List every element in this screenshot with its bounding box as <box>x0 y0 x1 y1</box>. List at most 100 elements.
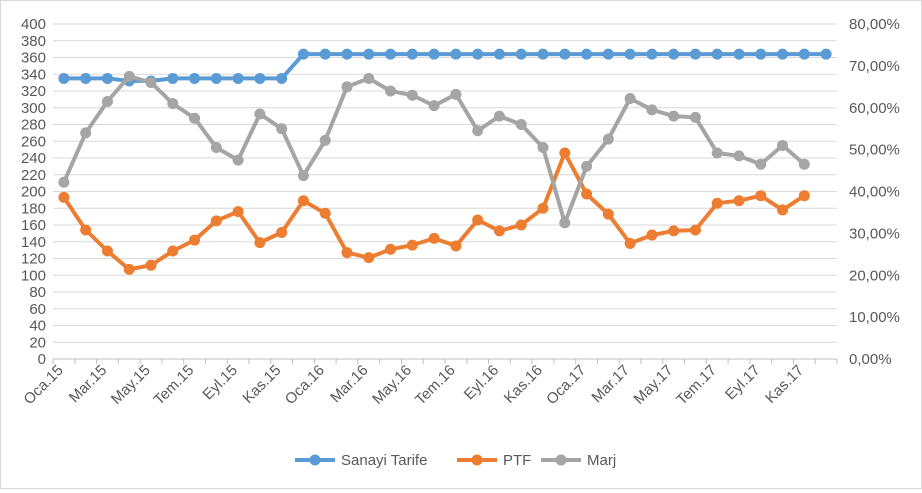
data-point <box>537 202 549 214</box>
x-tick-label: Eyl.16 <box>461 362 503 404</box>
series-ptf <box>58 147 810 275</box>
data-point <box>493 110 505 122</box>
data-point <box>276 227 288 239</box>
data-point <box>820 48 832 60</box>
data-point <box>515 219 527 231</box>
x-tick-label: Tem.17 <box>673 362 720 409</box>
data-point <box>101 72 113 84</box>
data-point <box>254 237 266 249</box>
y-left-tick-label: 0 <box>38 351 46 368</box>
data-point <box>755 190 767 202</box>
y-left-tick-label: 340 <box>21 66 46 83</box>
data-point <box>385 48 397 60</box>
data-point <box>363 48 375 60</box>
legend-label: Sanayi Tarife <box>341 452 427 469</box>
data-point <box>711 197 723 209</box>
data-point <box>319 207 331 219</box>
x-tick-label: May.16 <box>369 362 415 408</box>
x-tick-label: May.17 <box>630 362 676 408</box>
x-tick-label: Kas.15 <box>239 362 284 407</box>
x-tick-label: Tem.15 <box>151 362 198 409</box>
data-point <box>777 139 789 151</box>
gridlines <box>53 23 837 360</box>
data-point <box>406 48 418 60</box>
data-point <box>428 232 440 244</box>
data-point <box>232 72 244 84</box>
y-left-tick-label: 80 <box>29 284 46 301</box>
data-point <box>189 72 201 84</box>
data-point <box>189 234 201 246</box>
y-left-tick-label: 280 <box>21 117 46 134</box>
x-tick-label: Tem.16 <box>412 362 459 409</box>
y-left-tick-label: 360 <box>21 50 46 67</box>
x-tick-label: Eyl.17 <box>722 362 764 404</box>
data-point <box>58 176 70 188</box>
data-point <box>798 190 810 202</box>
data-point <box>798 48 810 60</box>
data-point <box>428 48 440 60</box>
x-tick-label: Kas.16 <box>501 362 546 407</box>
y-left-tick-label: 380 <box>21 33 46 50</box>
y-right-tick-label: 40,00% <box>849 184 900 201</box>
data-point <box>145 259 157 271</box>
data-point <box>232 206 244 218</box>
data-point <box>646 48 658 60</box>
data-point <box>80 224 92 236</box>
data-point <box>319 134 331 146</box>
data-point <box>798 158 810 170</box>
data-point <box>341 247 353 259</box>
data-point <box>515 119 527 130</box>
data-point <box>559 217 571 229</box>
data-point <box>101 95 113 107</box>
y-right-tick-label: 30,00% <box>849 225 900 242</box>
y-left-tick-label: 220 <box>21 167 46 184</box>
legend-marker <box>309 454 321 466</box>
x-tick-label: Kas.17 <box>762 362 807 407</box>
y-right-tick-label: 10,00% <box>849 309 900 326</box>
data-point <box>777 48 789 60</box>
data-point <box>189 112 201 124</box>
data-point <box>123 70 135 82</box>
y-left-tick-label: 200 <box>21 184 46 201</box>
y-left-tick-label: 320 <box>21 83 46 100</box>
legend-item-marj: Marj <box>541 452 616 469</box>
y-left-tick-label: 240 <box>21 150 46 167</box>
data-point <box>689 111 701 123</box>
data-point <box>689 224 701 236</box>
data-point <box>363 252 375 264</box>
data-point <box>515 48 527 60</box>
data-point <box>777 204 789 216</box>
data-point <box>537 142 549 154</box>
data-point <box>755 158 767 170</box>
data-point <box>711 147 723 159</box>
data-point <box>297 195 309 207</box>
y-left-tick-label: 20 <box>29 334 46 351</box>
data-point <box>363 72 375 84</box>
data-point <box>733 48 745 60</box>
y-left-tick-label: 60 <box>29 301 46 318</box>
data-point <box>385 85 397 97</box>
data-point <box>646 229 658 241</box>
data-point <box>167 245 179 257</box>
y-right-tick-label: 0,00% <box>849 351 892 368</box>
x-tick-label: Oca.15 <box>20 362 66 408</box>
data-point <box>668 225 680 237</box>
data-point <box>58 72 70 84</box>
data-point <box>80 72 92 84</box>
data-point <box>624 237 636 249</box>
data-point <box>385 243 397 255</box>
data-point <box>668 110 680 122</box>
y-left-tick-label: 160 <box>21 217 46 234</box>
y-axis-right: 0,00% 10,00% 20,00% 30,00% 40,00% 50,00% 60,00… <box>849 16 900 368</box>
data-point <box>450 240 462 252</box>
x-tick-label: Mar.15 <box>66 362 110 406</box>
data-point <box>624 48 636 60</box>
x-tick-label: Mar.16 <box>327 362 371 406</box>
data-point <box>581 160 593 172</box>
data-point <box>493 225 505 237</box>
data-point <box>406 89 418 101</box>
data-point <box>624 93 636 105</box>
